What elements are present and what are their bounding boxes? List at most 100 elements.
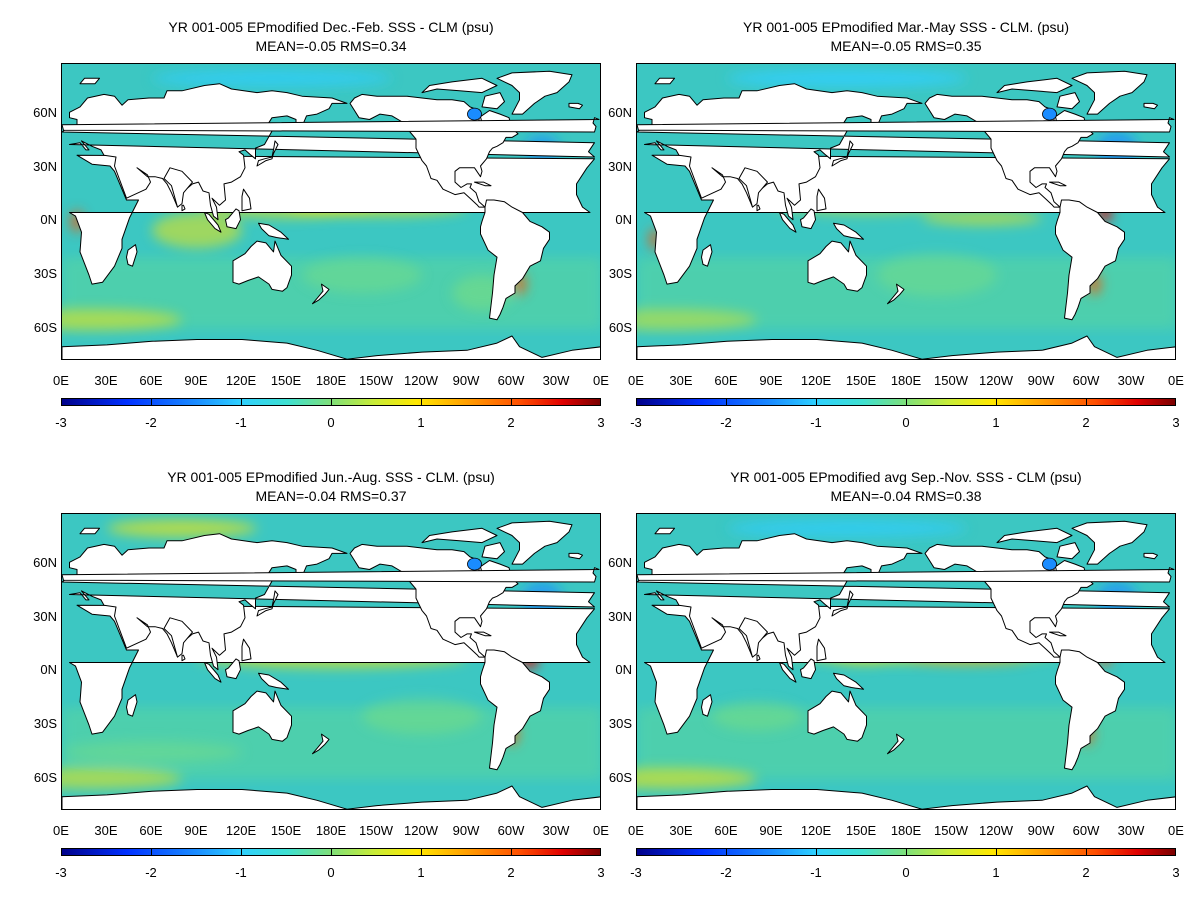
land-greenland bbox=[1071, 520, 1148, 565]
lon-label: 180E bbox=[315, 823, 347, 838]
anomaly-region bbox=[727, 519, 967, 538]
panel-title: YR 001-005 EPmodified Mar.-May SSS - CLM… bbox=[742, 19, 1069, 35]
land-uk bbox=[62, 567, 600, 583]
land-eurasia bbox=[62, 533, 595, 671]
lon-label: 90E bbox=[184, 823, 208, 838]
colorbar-label: 1 bbox=[992, 415, 1000, 430]
lon-label: 120W bbox=[979, 373, 1013, 388]
lon-label: 150E bbox=[845, 373, 877, 388]
map-panel-2: YR 001-005 EPmodified Mar.-May SSS - CLM… bbox=[575, 0, 1184, 450]
lon-label: 60E bbox=[139, 823, 163, 838]
colorbar-label: -3 bbox=[55, 415, 67, 430]
lon-label: 120W bbox=[404, 373, 438, 388]
lon-label: 30E bbox=[669, 823, 693, 838]
anomaly-region bbox=[152, 69, 392, 88]
land-iceland bbox=[568, 552, 583, 560]
land-japan bbox=[831, 140, 854, 167]
colorbar-tick bbox=[996, 848, 997, 856]
land-uk bbox=[637, 117, 1175, 133]
hudson-bay bbox=[1042, 107, 1057, 121]
lon-label: 60E bbox=[714, 373, 738, 388]
colorbar-label: 3 bbox=[597, 415, 605, 430]
land-cuba bbox=[474, 181, 492, 187]
land-japan bbox=[256, 140, 279, 167]
land-antarctica bbox=[637, 335, 1175, 359]
land-samerica bbox=[1055, 199, 1125, 321]
colorbar-tick bbox=[816, 848, 817, 856]
land-sumatra bbox=[779, 212, 797, 233]
lon-label: 60E bbox=[714, 823, 738, 838]
land-arctic_isl bbox=[421, 77, 498, 94]
land-australia bbox=[232, 690, 292, 742]
lat-label: 30N bbox=[608, 158, 632, 174]
land-svalbard bbox=[79, 527, 100, 535]
lon-label: 0E bbox=[53, 823, 69, 838]
land-iceland bbox=[1143, 102, 1158, 110]
land-svalbard bbox=[654, 527, 675, 535]
map-panel-3: YR 001-005 EPmodified Jun.-Aug. SSS - CL… bbox=[0, 450, 609, 900]
lat-label: 30N bbox=[33, 158, 57, 174]
lat-label: 0N bbox=[40, 212, 57, 228]
land-arctic_isl bbox=[996, 77, 1073, 94]
panel-stats: MEAN=-0.04 RMS=0.38 bbox=[830, 488, 982, 504]
colorbar-label: -3 bbox=[630, 865, 642, 880]
colorbar-label: -2 bbox=[720, 415, 732, 430]
lon-label: 150W bbox=[934, 373, 968, 388]
colorbar-label: 0 bbox=[902, 865, 910, 880]
land-baffin bbox=[481, 542, 505, 560]
lon-label: 30W bbox=[542, 823, 570, 838]
land-japan bbox=[256, 590, 279, 617]
land-philippines bbox=[816, 188, 827, 212]
lon-label: 30W bbox=[542, 373, 570, 388]
land-sumatra bbox=[204, 662, 222, 683]
land-srilanka bbox=[756, 654, 761, 662]
land-arctic_isl bbox=[996, 527, 1073, 544]
land-madagascar bbox=[701, 694, 713, 717]
lat-label: 30N bbox=[608, 608, 632, 624]
colorbar-tick bbox=[241, 398, 242, 406]
land-eurasia bbox=[637, 83, 1170, 221]
colorbar-label: 2 bbox=[1082, 415, 1090, 430]
land-samerica bbox=[480, 649, 550, 771]
lat-label: 60N bbox=[608, 555, 632, 571]
panel-stats: MEAN=-0.05 RMS=0.35 bbox=[830, 38, 982, 54]
lat-label: 30S bbox=[33, 266, 57, 282]
lon-label: 120W bbox=[979, 823, 1013, 838]
colorbar-tick bbox=[151, 848, 152, 856]
land-srilanka bbox=[181, 654, 186, 662]
anomaly-region bbox=[637, 309, 757, 331]
lon-label: 120E bbox=[225, 373, 257, 388]
lon-label: 180E bbox=[890, 823, 922, 838]
land-cuba bbox=[1049, 181, 1067, 187]
lon-label: 0E bbox=[628, 373, 644, 388]
lat-label: 60N bbox=[33, 555, 57, 571]
colorbar-tick bbox=[151, 398, 152, 406]
panel-title: YR 001-005 EPmodified Jun.-Aug. SSS - CL… bbox=[167, 469, 495, 485]
colorbar-label: 3 bbox=[1172, 865, 1180, 880]
land-greenland bbox=[496, 520, 573, 565]
hudson-bay bbox=[467, 557, 482, 571]
lon-label: 150W bbox=[359, 373, 393, 388]
lon-label: 0E bbox=[53, 373, 69, 388]
land-svalbard bbox=[654, 77, 675, 85]
lon-label: 90W bbox=[1027, 373, 1055, 388]
colorbar-label: 1 bbox=[992, 865, 1000, 880]
anomaly-region bbox=[877, 253, 997, 297]
colorbar-tick bbox=[996, 398, 997, 406]
land-sumatra bbox=[779, 662, 797, 683]
land-australia bbox=[807, 690, 867, 742]
land-philippines bbox=[241, 638, 252, 662]
land-india_fill bbox=[738, 167, 768, 208]
colorbar-tick bbox=[726, 848, 727, 856]
colorbar-label: -1 bbox=[810, 415, 822, 430]
lon-label: 120E bbox=[225, 823, 257, 838]
land-borneo bbox=[225, 658, 241, 680]
lat-label: 60N bbox=[33, 105, 57, 121]
land-madagascar bbox=[126, 694, 138, 717]
lon-label: 60W bbox=[497, 373, 525, 388]
land-india_fill bbox=[738, 617, 768, 658]
colorbar-label: 1 bbox=[417, 415, 425, 430]
land-japan bbox=[831, 590, 854, 617]
land-india_fill bbox=[163, 167, 193, 208]
lon-label: 0E bbox=[628, 823, 644, 838]
